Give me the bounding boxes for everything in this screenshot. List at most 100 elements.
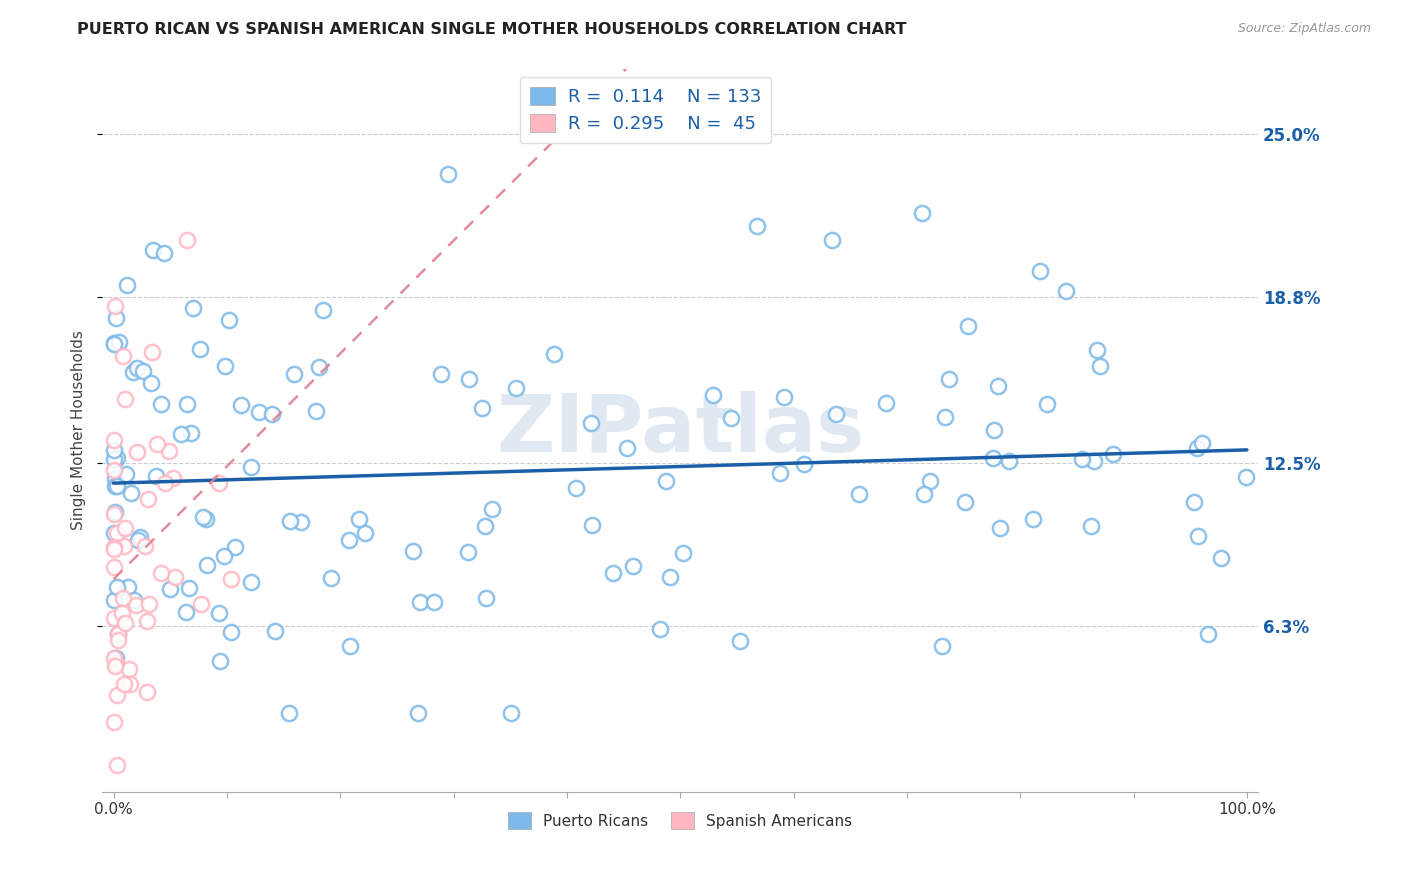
Point (195, 558, 218, 573)
Point (349, 512, 371, 526)
Point (176, 233, 198, 247)
Point (208, 476, 231, 491)
Point (747, 219, 769, 234)
Point (107, 627, 129, 641)
Point (165, 569, 187, 583)
Point (602, 566, 624, 580)
Point (103, 560, 125, 574)
Point (149, 566, 172, 580)
Point (138, 597, 160, 611)
Point (436, 167, 458, 181)
Point (131, 364, 153, 378)
Point (112, 539, 135, 553)
Point (118, 677, 141, 691)
Point (283, 368, 305, 382)
Point (319, 570, 342, 584)
Point (543, 347, 565, 361)
Point (772, 390, 794, 404)
Point (769, 466, 792, 480)
Point (658, 570, 681, 584)
Point (105, 688, 128, 702)
Point (103, 610, 125, 624)
Point (103, 442, 125, 457)
Point (170, 427, 193, 442)
Point (229, 398, 252, 412)
Point (938, 372, 960, 386)
Point (305, 404, 328, 418)
Point (278, 706, 301, 720)
Point (104, 505, 127, 519)
Text: ZIPatlas: ZIPatlas (496, 392, 865, 469)
Point (142, 243, 165, 257)
Point (125, 599, 148, 613)
Point (141, 345, 163, 359)
Point (848, 487, 870, 501)
Point (134, 540, 156, 554)
Point (457, 545, 479, 559)
Point (105, 580, 128, 594)
Point (103, 508, 125, 522)
Point (107, 479, 129, 493)
Point (312, 303, 335, 318)
Point (105, 450, 128, 465)
Point (104, 299, 127, 313)
Point (616, 441, 638, 455)
Point (103, 540, 125, 554)
Point (983, 450, 1005, 465)
Point (475, 591, 498, 606)
Point (1101, 447, 1123, 461)
Point (931, 639, 953, 653)
Point (820, 233, 842, 247)
Point (224, 541, 246, 555)
Point (1029, 263, 1052, 277)
Point (111, 591, 134, 605)
Point (114, 616, 136, 631)
Point (457, 372, 479, 386)
Point (1182, 494, 1205, 508)
Point (139, 376, 162, 390)
Point (136, 492, 159, 507)
Point (104, 472, 127, 486)
Point (159, 582, 181, 596)
Point (105, 757, 128, 772)
Point (621, 558, 644, 573)
Point (125, 361, 148, 376)
Point (212, 549, 235, 564)
Point (247, 404, 270, 418)
Point (239, 459, 262, 474)
Point (910, 206, 932, 220)
Point (728, 633, 751, 648)
Point (103, 659, 125, 673)
Point (987, 379, 1010, 393)
Point (190, 598, 212, 612)
Point (953, 495, 976, 509)
Point (260, 407, 283, 421)
Point (127, 533, 149, 547)
Point (565, 482, 588, 496)
Point (1080, 519, 1102, 533)
Point (648, 622, 671, 636)
Point (406, 706, 429, 720)
Point (114, 467, 136, 481)
Point (108, 335, 131, 350)
Y-axis label: Single Mother Households: Single Mother Households (72, 330, 86, 530)
Point (122, 593, 145, 607)
Point (219, 625, 242, 640)
Point (103, 714, 125, 729)
Point (111, 607, 134, 621)
Point (824, 407, 846, 421)
Point (129, 530, 152, 544)
Point (1185, 441, 1208, 455)
Point (1211, 550, 1233, 565)
Point (702, 388, 724, 402)
Point (423, 595, 446, 609)
Point (191, 509, 214, 524)
Point (127, 445, 149, 459)
Point (339, 639, 361, 653)
Point (118, 662, 141, 676)
Point (107, 632, 129, 647)
Point (983, 424, 1005, 438)
Point (103, 337, 125, 351)
Point (103, 434, 125, 448)
Point (1085, 343, 1108, 358)
